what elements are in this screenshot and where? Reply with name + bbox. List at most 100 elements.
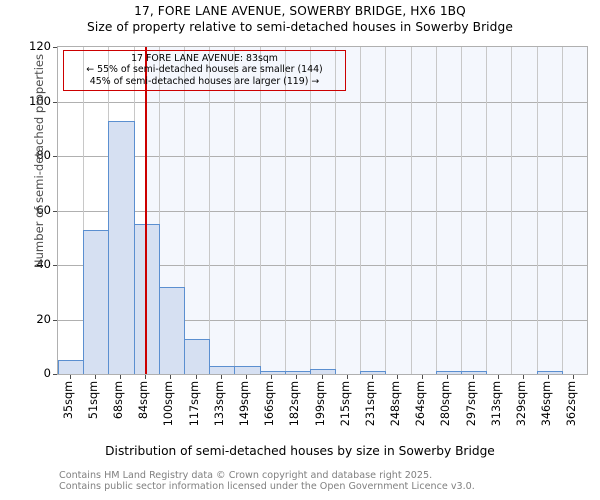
property-size-marker-line: [145, 47, 148, 374]
histogram-bar: [58, 360, 84, 374]
annotation-line-1: 17 FORE LANE AVENUE: 83sqm: [131, 53, 278, 64]
histogram-bar: [184, 338, 210, 374]
histogram-bar: [436, 371, 462, 374]
y-axis-tick-mark: [53, 319, 57, 321]
gridline-vertical: [234, 47, 235, 374]
footer-line-1: Contains HM Land Registry data © Crown c…: [59, 470, 433, 481]
histogram-bar: [108, 120, 135, 374]
gridline-vertical: [209, 47, 210, 374]
y-axis-tick-mark: [53, 47, 57, 48]
page-subtitle: Size of property relative to semi-detach…: [87, 20, 513, 34]
x-axis-label: Distribution of semi-detached houses by …: [105, 444, 495, 458]
y-axis-tick-mark: [53, 374, 57, 375]
y-axis-tick-label: 120: [29, 39, 51, 53]
x-axis-tick-mark: [573, 375, 574, 379]
x-axis-tick-label: 84sqm: [137, 381, 151, 420]
x-axis-tick-mark: [473, 375, 474, 379]
x-axis-tick-label: 248sqm: [389, 381, 403, 427]
x-axis-tick-label: 149sqm: [237, 381, 251, 427]
gridline-vertical: [310, 47, 311, 374]
y-axis-tick-label: 20: [36, 311, 51, 326]
x-axis-tick-label: 231sqm: [363, 381, 377, 427]
x-axis-tick-mark: [196, 375, 197, 379]
footer-attribution: Contains HM Land Registry data © Crown c…: [59, 470, 579, 492]
annotation-line-2: ← 55% of semi-detached houses are smalle…: [86, 64, 323, 76]
x-axis-tick-mark: [523, 375, 524, 379]
x-axis-tick-label: 297sqm: [464, 381, 478, 427]
x-axis-tick-label: 51sqm: [86, 381, 100, 420]
page-title: 17, FORE LANE AVENUE, SOWERBY BRIDGE, HX…: [134, 4, 466, 18]
x-axis-tick-label: 35sqm: [61, 381, 75, 420]
gridline-vertical: [335, 47, 336, 374]
histogram-bar: [285, 371, 311, 374]
histogram-bar: [310, 368, 336, 374]
x-axis-tick-label: 215sqm: [338, 381, 352, 427]
gridline-horizontal: [58, 265, 587, 266]
x-axis-tick-label: 280sqm: [439, 381, 453, 427]
x-axis-tick-mark: [246, 375, 247, 379]
x-axis-tick-mark: [221, 375, 222, 379]
x-axis-tick-label: 68sqm: [111, 381, 125, 420]
x-axis-tick-mark: [271, 375, 272, 379]
gridline-vertical: [511, 47, 512, 374]
y-axis-tick-mark: [53, 156, 57, 157]
y-axis-tick-mark: [53, 101, 57, 103]
y-axis-tick-label: 0: [43, 366, 51, 380]
histogram-bar: [209, 365, 235, 374]
gridline-vertical: [436, 47, 437, 374]
x-axis-tick-label: 182sqm: [288, 381, 302, 427]
x-axis-tick-mark: [70, 375, 71, 379]
gridline-vertical: [411, 47, 412, 374]
gridline-vertical: [562, 47, 563, 374]
gridline-vertical: [385, 47, 386, 374]
x-axis-tick-mark: [322, 375, 323, 379]
y-axis-tick-label: 60: [36, 202, 51, 217]
y-axis-tick-label: 80: [36, 148, 51, 162]
x-axis-tick-mark: [170, 375, 171, 379]
y-axis-tick-mark: [53, 210, 57, 212]
x-axis-tick-mark: [95, 375, 96, 379]
gridline-horizontal: [58, 101, 587, 103]
y-axis-ticks: 0 20 40 60 80 100 120: [0, 0, 51, 500]
histogram-bar: [537, 371, 563, 374]
histogram-bar: [360, 371, 386, 374]
x-axis-tick-mark: [447, 375, 448, 379]
histogram-bar: [234, 365, 261, 374]
gridline-vertical: [486, 47, 487, 374]
property-annotation-box: 17 FORE LANE AVENUE: 83sqm ← 55% of semi…: [63, 50, 346, 92]
x-axis-tick-label: 362sqm: [565, 381, 579, 427]
x-axis-tick-mark: [498, 375, 499, 379]
x-axis-tick-label: 313sqm: [489, 381, 503, 427]
x-axis-tick-label: 346sqm: [540, 381, 554, 427]
y-axis-tick-mark: [53, 265, 57, 266]
gridline-horizontal: [58, 319, 587, 321]
gridline-horizontal: [58, 210, 587, 212]
gridline-horizontal: [58, 156, 587, 157]
gridline-vertical: [537, 47, 538, 374]
gridline-vertical: [360, 47, 361, 374]
gridline-vertical: [184, 47, 185, 374]
gridline-vertical: [461, 47, 462, 374]
x-axis-tick-mark: [120, 375, 121, 379]
x-axis-tick-label: 100sqm: [162, 381, 176, 427]
gridline-vertical: [83, 47, 84, 374]
histogram-bar: [83, 229, 109, 374]
x-axis-tick-label: 199sqm: [313, 381, 327, 427]
histogram-bar: [159, 286, 185, 374]
x-axis-tick-mark: [397, 375, 398, 379]
plot-area: [57, 46, 588, 375]
x-axis-tick-label: 166sqm: [263, 381, 277, 427]
histogram-bar: [461, 371, 487, 374]
x-axis-tick-label: 264sqm: [414, 381, 428, 427]
gridline-vertical: [285, 47, 286, 374]
x-axis-tick-mark: [145, 375, 146, 379]
footer-line-2: Contains public sector information licen…: [59, 481, 475, 492]
y-axis-tick-label: 100: [29, 93, 51, 108]
x-axis-tick-label: 117sqm: [187, 381, 201, 427]
gridline-vertical: [260, 47, 261, 374]
y-axis-tick-label: 40: [36, 257, 51, 271]
x-axis-tick-mark: [422, 375, 423, 379]
x-axis-tick-mark: [347, 375, 348, 379]
x-axis-tick-mark: [296, 375, 297, 379]
